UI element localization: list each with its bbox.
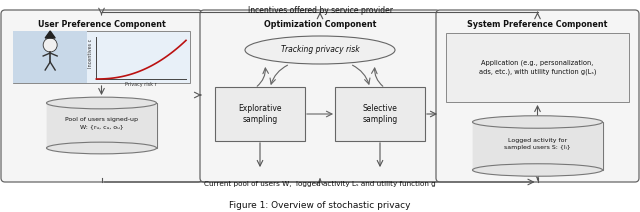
Text: Application (e.g., personalization,
ads, etc.), with utility function g(Lₛ): Application (e.g., personalization, ads,… — [479, 60, 596, 75]
Text: Explorative
sampling: Explorative sampling — [238, 104, 282, 124]
Ellipse shape — [245, 36, 395, 64]
Ellipse shape — [47, 142, 157, 154]
Text: Pool of users signed-up
W: {rᵤ, cᵤ, oᵤ}: Pool of users signed-up W: {rᵤ, cᵤ, oᵤ} — [65, 117, 138, 130]
Circle shape — [43, 38, 57, 52]
Text: Privacy risk r: Privacy risk r — [125, 82, 157, 87]
FancyBboxPatch shape — [436, 10, 639, 182]
FancyBboxPatch shape — [1, 10, 202, 182]
Text: Tracking privacy risk: Tracking privacy risk — [281, 46, 359, 54]
Text: Logged activity for
sampled users S: {lᵢ}: Logged activity for sampled users S: {lᵢ… — [504, 138, 571, 150]
Bar — [472, 122, 602, 170]
Text: Incentives c: Incentives c — [88, 39, 93, 68]
Ellipse shape — [472, 116, 602, 128]
Text: Selective
sampling: Selective sampling — [362, 104, 397, 124]
Text: User Preference Component: User Preference Component — [38, 20, 165, 29]
Text: Current pool of users W,  logged activity Lₛ and utility function g: Current pool of users W, logged activity… — [204, 181, 436, 187]
FancyBboxPatch shape — [446, 33, 629, 102]
Bar — [47, 104, 157, 147]
Text: Incentives offered by service provider: Incentives offered by service provider — [248, 6, 392, 15]
Bar — [472, 123, 602, 169]
FancyBboxPatch shape — [335, 87, 425, 141]
Text: Optimization Component: Optimization Component — [264, 20, 376, 29]
Bar — [13, 31, 87, 83]
Bar — [47, 103, 157, 148]
Text: Figure 1: Overview of stochastic privacy: Figure 1: Overview of stochastic privacy — [229, 201, 411, 210]
FancyBboxPatch shape — [200, 10, 440, 182]
FancyBboxPatch shape — [13, 31, 190, 83]
Ellipse shape — [472, 164, 602, 176]
Polygon shape — [45, 31, 55, 38]
Ellipse shape — [47, 97, 157, 109]
Text: System Preference Component: System Preference Component — [467, 20, 608, 29]
FancyBboxPatch shape — [215, 87, 305, 141]
